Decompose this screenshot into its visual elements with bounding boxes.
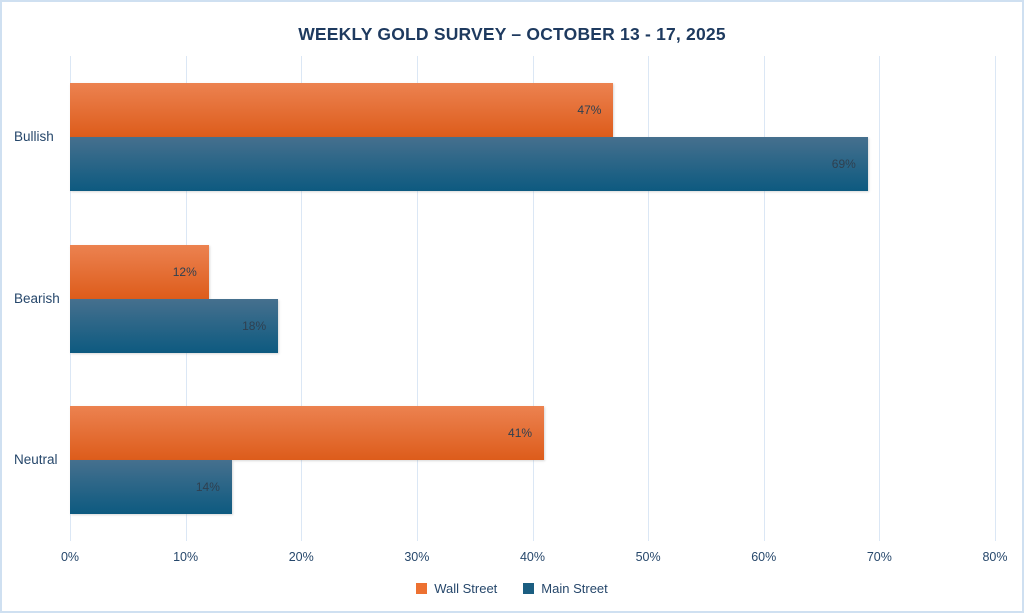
- legend-item-main-street: Main Street: [523, 581, 608, 596]
- legend-label: Wall Street: [434, 581, 498, 596]
- y-axis: Bullish Bearish Neutral: [2, 56, 62, 541]
- data-label: 47%: [577, 102, 602, 117]
- category-label-neutral: Neutral: [14, 452, 58, 468]
- x-tick-label: 30%: [404, 550, 430, 564]
- bar-bearish-wall-street: 12%: [70, 244, 209, 299]
- x-tick-label: 80%: [982, 550, 1008, 564]
- gridline: [301, 56, 303, 541]
- data-label: 14%: [195, 480, 220, 495]
- gridline: [763, 56, 765, 541]
- legend: Wall Street Main Street: [2, 581, 1022, 596]
- gridline: [879, 56, 881, 541]
- category-label-bearish: Bearish: [14, 290, 60, 306]
- x-axis: 0% 10% 20% 30% 40% 50% 60% 70% 80%: [61, 550, 1008, 568]
- legend-swatch-icon: [523, 583, 535, 594]
- bar-neutral-wall-street: 41%: [70, 406, 545, 461]
- gridline: [416, 56, 418, 541]
- legend-label: Main Street: [541, 581, 608, 596]
- x-tick-label: 60%: [751, 550, 777, 564]
- gridline: [532, 56, 534, 541]
- plot-area: 47% 69% 12% 18% 41% 14%: [70, 56, 996, 541]
- x-tick-label: 70%: [866, 550, 892, 564]
- x-tick-label: 10%: [173, 550, 199, 564]
- bar-bullish-main-street: 69%: [70, 136, 868, 191]
- category-label-bullish: Bullish: [14, 128, 54, 144]
- data-label: 12%: [172, 264, 197, 279]
- data-label: 18%: [242, 318, 267, 333]
- chart-title: WEEKLY GOLD SURVEY – OCTOBER 13 - 17, 20…: [298, 24, 726, 44]
- gridline: [648, 56, 650, 541]
- x-tick-label: 50%: [635, 550, 661, 564]
- bar-bearish-main-street: 18%: [70, 298, 279, 353]
- bar-bullish-wall-street: 47%: [70, 82, 614, 137]
- data-label: 69%: [831, 156, 856, 171]
- gridline: [995, 56, 996, 541]
- legend-swatch-icon: [416, 583, 428, 594]
- data-label: 41%: [508, 426, 533, 441]
- bar-neutral-main-street: 14%: [70, 460, 232, 515]
- legend-item-wall-street: Wall Street: [416, 581, 497, 596]
- x-tick-label: 40%: [519, 550, 546, 564]
- x-tick-label: 20%: [288, 550, 314, 564]
- x-tick-label: 0%: [60, 550, 80, 564]
